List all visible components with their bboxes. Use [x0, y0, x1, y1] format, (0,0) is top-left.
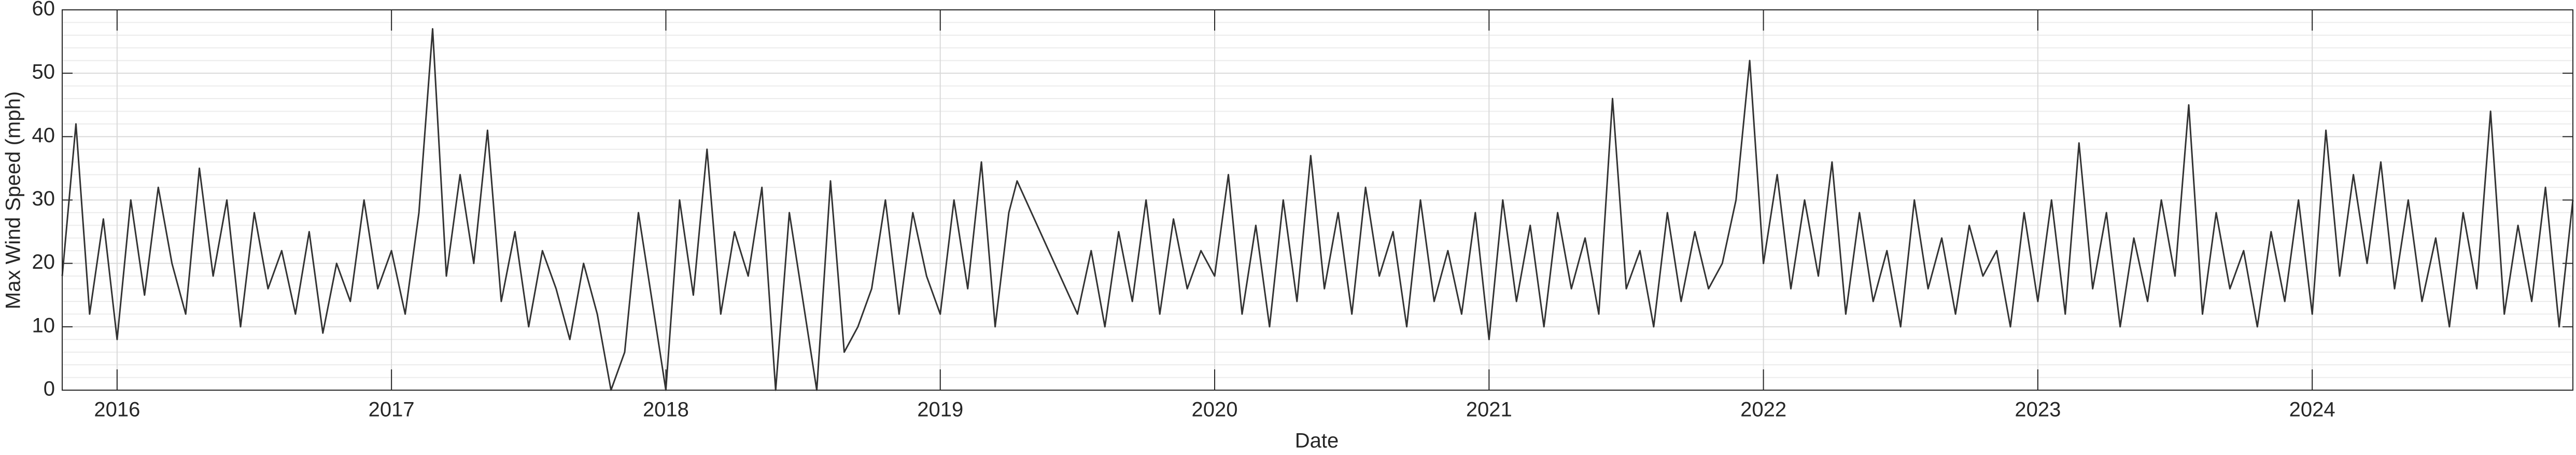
y-tick-label: 50	[32, 61, 55, 84]
y-tick-label: 60	[32, 0, 55, 20]
x-axis-label: Date	[1295, 430, 1339, 452]
x-tick-label: 2018	[643, 398, 689, 421]
plot-frame	[62, 9, 2573, 391]
y-axis-label: Max Wind Speed (mph)	[2, 91, 25, 309]
y-tick-label: 20	[32, 251, 55, 273]
x-tick-label: 2017	[369, 398, 415, 421]
x-tick-label: 2024	[2289, 398, 2335, 421]
y-tick-label: 30	[32, 187, 55, 210]
x-tick-label: 2020	[1192, 398, 1238, 421]
x-tick-label: 2023	[2015, 398, 2061, 421]
data-line	[61, 28, 2574, 391]
x-tick-label: 2021	[1466, 398, 1512, 421]
y-tick-label: 0	[44, 378, 55, 401]
x-tick-label: 2016	[94, 398, 140, 421]
x-tick-label: 2022	[1740, 398, 1786, 421]
y-tick-label: 40	[32, 124, 55, 147]
y-tick-label: 10	[32, 314, 55, 337]
x-tick-label: 2019	[917, 398, 963, 421]
